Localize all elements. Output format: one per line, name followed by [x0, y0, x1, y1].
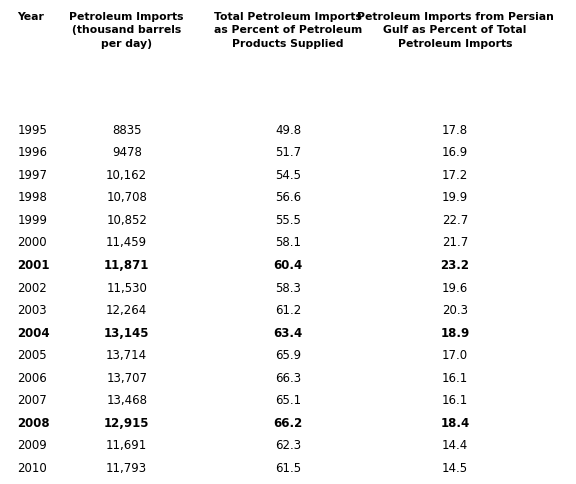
Text: 2001: 2001: [17, 258, 50, 272]
Text: 61.5: 61.5: [275, 461, 301, 474]
Text: 19.6: 19.6: [442, 281, 468, 294]
Text: 22.7: 22.7: [442, 213, 468, 227]
Text: 55.5: 55.5: [275, 213, 301, 227]
Text: 2009: 2009: [17, 439, 47, 452]
Text: 17.8: 17.8: [442, 123, 468, 136]
Text: 60.4: 60.4: [274, 258, 302, 272]
Text: 62.3: 62.3: [275, 439, 301, 452]
Text: 58.3: 58.3: [275, 281, 301, 294]
Text: 13,714: 13,714: [106, 348, 147, 362]
Text: 20.3: 20.3: [442, 303, 468, 317]
Text: 56.6: 56.6: [275, 191, 301, 204]
Text: Petroleum Imports
(thousand barrels
per day): Petroleum Imports (thousand barrels per …: [70, 12, 184, 48]
Text: 10,852: 10,852: [107, 213, 147, 227]
Text: 2005: 2005: [17, 348, 47, 362]
Text: 51.7: 51.7: [275, 146, 301, 159]
Text: 2000: 2000: [17, 236, 47, 249]
Text: 17.0: 17.0: [442, 348, 468, 362]
Text: 14.5: 14.5: [442, 461, 468, 474]
Text: 11,530: 11,530: [107, 281, 147, 294]
Text: 58.1: 58.1: [275, 236, 301, 249]
Text: 8835: 8835: [112, 123, 142, 136]
Text: 11,691: 11,691: [106, 439, 147, 452]
Text: 66.3: 66.3: [275, 371, 301, 384]
Text: Petroleum Imports from Persian
Gulf as Percent of Total
Petroleum Imports: Petroleum Imports from Persian Gulf as P…: [357, 12, 554, 48]
Text: 2010: 2010: [17, 461, 47, 474]
Text: 1998: 1998: [17, 191, 47, 204]
Text: 1999: 1999: [17, 213, 47, 227]
Text: 2003: 2003: [17, 303, 47, 317]
Text: 2004: 2004: [17, 326, 50, 339]
Text: 63.4: 63.4: [274, 326, 302, 339]
Text: 10,162: 10,162: [106, 168, 147, 182]
Text: 16.1: 16.1: [442, 371, 468, 384]
Text: 61.2: 61.2: [275, 303, 301, 317]
Text: 1997: 1997: [17, 168, 47, 182]
Text: 2006: 2006: [17, 371, 47, 384]
Text: 54.5: 54.5: [275, 168, 301, 182]
Text: 65.9: 65.9: [275, 348, 301, 362]
Text: 1995: 1995: [17, 123, 47, 136]
Text: 13,707: 13,707: [106, 371, 147, 384]
Text: 21.7: 21.7: [442, 236, 468, 249]
Text: 18.4: 18.4: [441, 416, 469, 429]
Text: 65.1: 65.1: [275, 393, 301, 407]
Text: 13,145: 13,145: [104, 326, 149, 339]
Text: 2008: 2008: [17, 416, 50, 429]
Text: 11,871: 11,871: [104, 258, 149, 272]
Text: 12,915: 12,915: [104, 416, 149, 429]
Text: Total Petroleum Imports
as Percent of Petroleum
Products Supplied: Total Petroleum Imports as Percent of Pe…: [214, 12, 362, 48]
Text: 13,468: 13,468: [106, 393, 147, 407]
Text: 17.2: 17.2: [442, 168, 468, 182]
Text: 49.8: 49.8: [275, 123, 301, 136]
Text: 66.2: 66.2: [274, 416, 302, 429]
Text: 18.9: 18.9: [441, 326, 469, 339]
Text: 10,708: 10,708: [107, 191, 147, 204]
Text: 2002: 2002: [17, 281, 47, 294]
Text: 16.1: 16.1: [442, 393, 468, 407]
Text: 1996: 1996: [17, 146, 47, 159]
Text: 23.2: 23.2: [441, 258, 469, 272]
Text: 11,793: 11,793: [106, 461, 147, 474]
Text: 2007: 2007: [17, 393, 47, 407]
Text: 14.4: 14.4: [442, 439, 468, 452]
Text: 11,459: 11,459: [106, 236, 147, 249]
Text: 9478: 9478: [112, 146, 142, 159]
Text: 12,264: 12,264: [106, 303, 147, 317]
Text: 16.9: 16.9: [442, 146, 468, 159]
Text: 19.9: 19.9: [442, 191, 468, 204]
Text: Year: Year: [17, 12, 44, 22]
